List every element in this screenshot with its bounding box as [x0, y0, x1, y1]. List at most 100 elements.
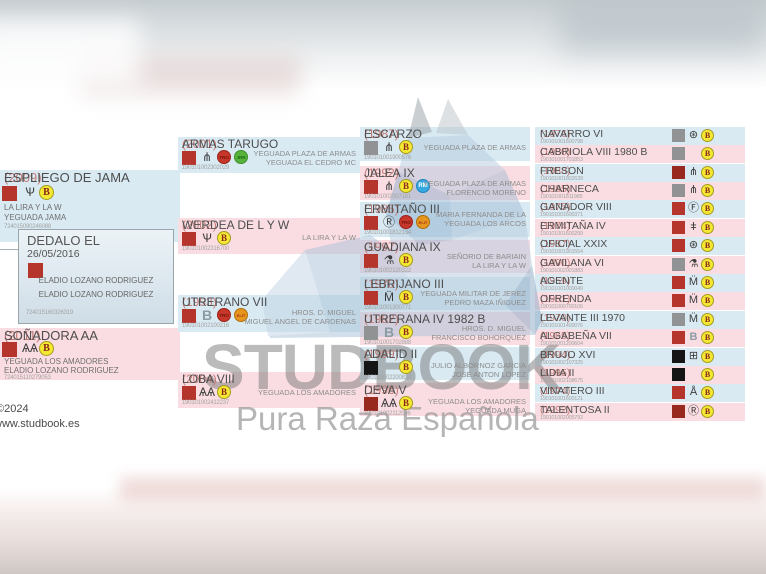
b-badge: B	[701, 239, 714, 252]
b-badge: B	[399, 325, 413, 339]
breeder-owner-label: YEGUADA PLAZA DE ARMAS YEGUADA EL CEDRO M…	[253, 149, 356, 167]
studbook-code: 190101002302029	[182, 165, 230, 171]
pedigree-row: OFICIAL XXIX (1987) 190101001901554 ⊛ B	[535, 237, 745, 255]
coat-color-square	[672, 239, 685, 252]
pedigree-row: AGENTE (1959) 190101001000049 M̈ B	[535, 274, 745, 292]
studbook-code: 190101001811985	[540, 193, 583, 200]
pedigree-row: ARMAS TARUGO (2001) ⋔ TRO JRR 1901010023…	[178, 137, 360, 173]
connector-line	[0, 249, 18, 250]
breeder-owner-label: YEGUADA MILITAR DE JEREZ PEDRO MAZA IÑIGU…	[420, 289, 526, 307]
watermark-subtitle: Pura Raza Española	[236, 400, 539, 437]
b-badge: B	[217, 231, 231, 245]
horse-name: CHARNECA (1985)	[540, 183, 599, 195]
birth-year: (2001)	[182, 137, 217, 151]
b-badge: B	[701, 331, 714, 344]
studbook-code: 190101001802639	[540, 175, 583, 182]
birth-year: (1994)	[540, 349, 571, 361]
b-badge: B	[399, 290, 413, 304]
breeder-owner-label: HROS. D. MIGUEL MIGUEL ANGEL DE CARDENAS	[244, 308, 356, 326]
blur-blob	[560, 0, 766, 55]
coat-color-square	[672, 184, 685, 197]
studbook-code: 190101002412237	[182, 400, 230, 406]
studbook-code: 190101002107325	[540, 359, 583, 366]
breeder-owner-label: MARIA FERNANDA DE LA YEGUADA LOS ARCOS	[435, 210, 526, 228]
birth-year: (2002)	[182, 218, 217, 232]
blur-blob	[0, 20, 140, 90]
studbook-code: 190101001200604	[540, 340, 583, 347]
coat-color-square	[364, 141, 378, 155]
horse-name: TALENTOSA II (1992)	[540, 404, 610, 416]
birth-year: (1985)	[364, 202, 399, 216]
pedigree-row: ERMITAÑA IV (1974) 190101001600299 ǂ B	[535, 219, 745, 237]
coat-color-square	[28, 263, 43, 278]
horse-name: FRESON (1988)	[540, 165, 584, 177]
brand-icon: Ⓕ	[688, 202, 699, 214]
breeder-owner-label: SEÑORIO DE BARIAIN LA LIRA Y LA W	[446, 252, 526, 270]
b-badge: B	[701, 184, 714, 197]
studbook-code: 190101002108675	[540, 377, 583, 384]
owner-label: ELADIO LOZANO RODRIGUEZ	[4, 366, 119, 375]
b-badge: B	[399, 396, 413, 410]
coat-color-square	[182, 151, 196, 165]
pedigree-row: LOBA VIII (2004) ѦѦ B 190101002412237 YE…	[178, 372, 360, 408]
birth-year: (1987)	[540, 238, 571, 250]
brand-icon: M̈	[384, 290, 394, 304]
birth-year: (1959)	[540, 275, 571, 287]
b-badge: B	[399, 253, 413, 267]
blur-blob	[120, 477, 766, 501]
birth-year: (1997)	[364, 240, 399, 254]
horse-name: ADALID II (1999)	[364, 347, 418, 361]
pedigree-row: OFRENDA (1951) 190101000700106 M̈ B	[535, 292, 745, 310]
horse-name: WERDEA DE L Y W (2002)	[182, 218, 290, 232]
b-badge: B	[701, 405, 714, 418]
jrr-badge: JRR	[234, 150, 248, 164]
studbook-code: 190101001300771	[364, 305, 412, 311]
coat-color-square	[672, 147, 685, 160]
horse-name: ARMAS TARUGO (2001)	[182, 137, 279, 151]
birth-year: (1988)	[540, 165, 571, 177]
studbook-code: 190101000700106	[540, 303, 583, 310]
studbook-code: 190101002001883	[540, 267, 583, 274]
breeder-label: ELADIO LOZANO RODRIGUEZ	[38, 276, 154, 285]
coat-color-square	[672, 221, 685, 234]
horse-name: JALEA IX (1992)	[364, 166, 415, 180]
horse-name: SOÑADORA AA (2011)	[4, 328, 98, 343]
birth-year: (1970)	[364, 277, 399, 291]
pedigree-row: UTRERANA IV 1982 B (1982) B B 1901010017…	[360, 312, 530, 346]
birth-year: (2009)	[4, 170, 42, 185]
horse-head-silhouette	[262, 97, 542, 338]
brand-icon: M̈	[688, 313, 699, 325]
coat-color-square	[672, 129, 685, 142]
horse-name: ALGABEÑA VII (1965)	[540, 330, 612, 342]
b-badge: B	[399, 179, 413, 193]
watermark-title: STUDBOOK	[202, 331, 561, 403]
coat-color-square	[364, 326, 378, 340]
horse-name: AGENTE (1959)	[540, 275, 584, 287]
breeder-label: LA LIRA Y LA W	[4, 203, 62, 212]
brand-icon: ⊞	[688, 350, 699, 362]
studbook-code: 190101002200834	[364, 375, 412, 381]
coat-color-square	[182, 232, 196, 246]
brand-icon: Ѱ	[25, 185, 35, 199]
tro-badge: TRO	[217, 150, 231, 164]
studbook-code: 190101001400076	[540, 322, 583, 329]
birth-year: (1975)	[540, 201, 571, 213]
horse-name: DEVA V (1996)	[364, 383, 407, 397]
horse-name: LEBRIJANO III (1970)	[364, 277, 445, 291]
brand-icon: ⋔	[383, 179, 395, 193]
pedigree-row: VINATERO III (1974) 190101001600121 Å B	[535, 384, 745, 402]
breeder-owner-label: YEGUADA PLAZA DE ARMAS	[423, 143, 526, 152]
horse-name: OFICIAL XXIX (1987)	[540, 238, 608, 250]
pedigree-row: LEVANTE III 1970 (1970) 190101001400076 …	[535, 311, 745, 329]
b-badge: B	[701, 129, 714, 142]
studbook-code: 190101001000049	[540, 285, 583, 292]
brand-icon: Å	[689, 386, 698, 398]
birth-year: (1985)	[540, 183, 571, 195]
coat-color-square	[2, 342, 17, 357]
b-badge: B	[701, 221, 714, 234]
horse-name: LOBA VIII (2004)	[182, 372, 235, 386]
subject-name: DEDALO EL	[27, 233, 100, 248]
pedigree-row: DEVA V (1996) ѦѦ B 190101002112096 YEGUA…	[360, 383, 530, 417]
birth-year: (1996)	[364, 383, 399, 397]
brand-icon: ⋔	[688, 184, 699, 196]
